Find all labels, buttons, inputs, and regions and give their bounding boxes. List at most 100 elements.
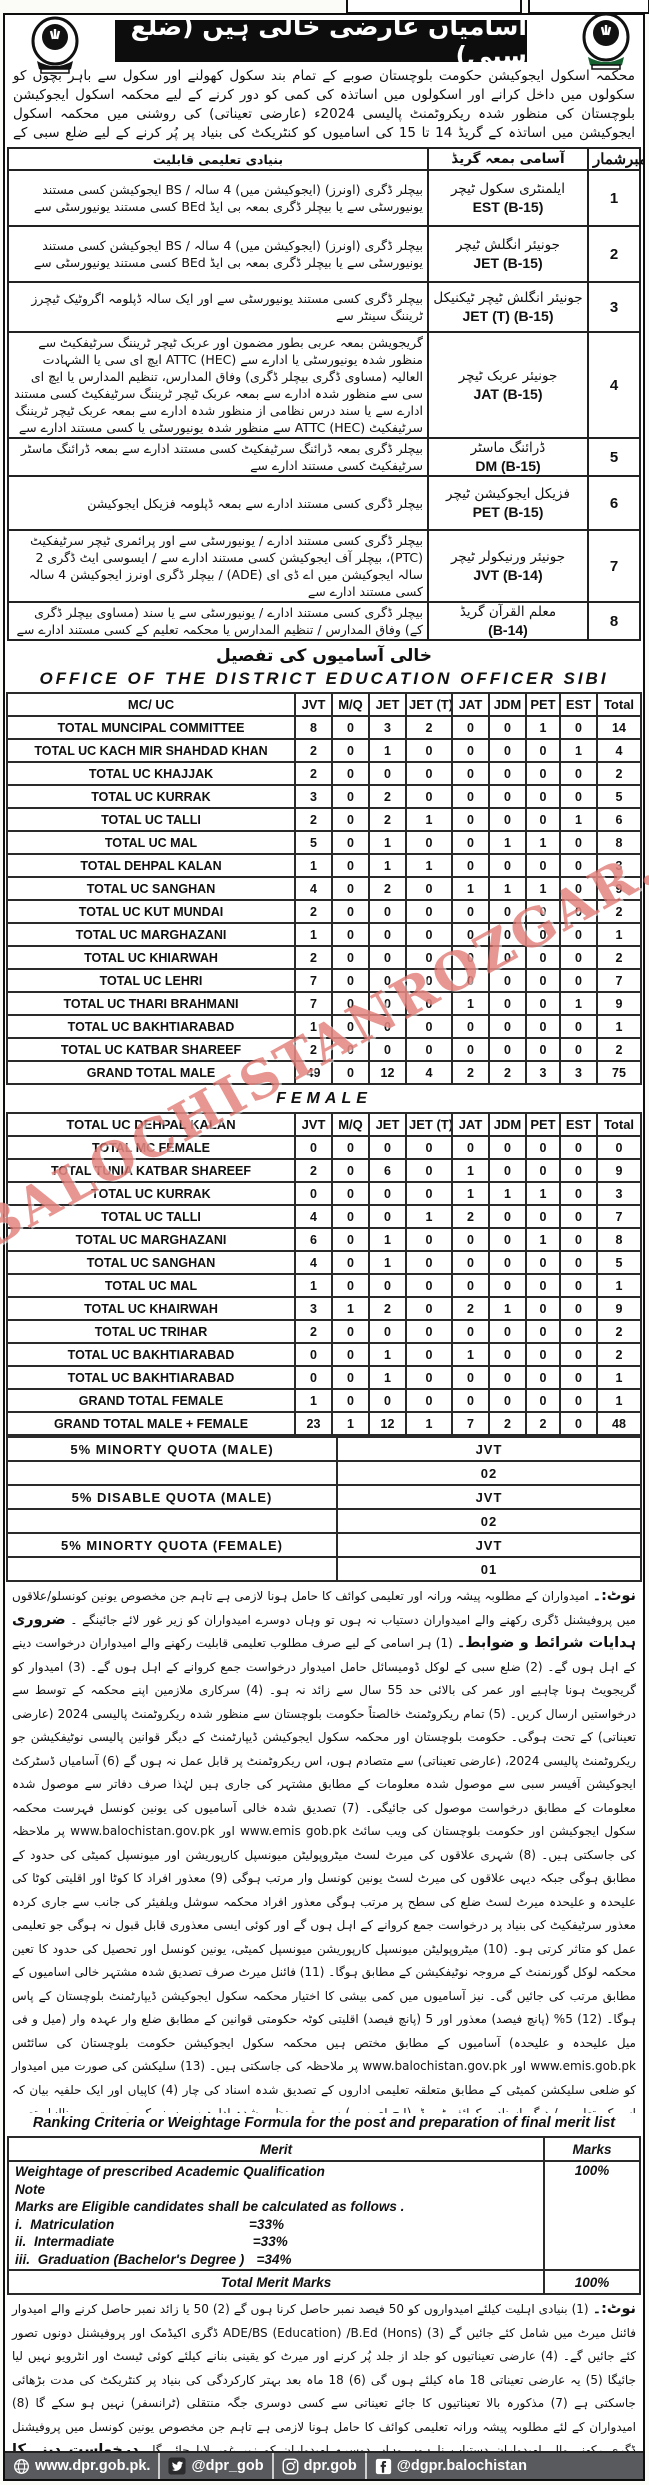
note-label: نوٹ:۔ xyxy=(592,2301,636,2317)
table-row: TOTAL MUNCIPAL COMMITTEE 8 0 3 2 0 0 1 0 14 xyxy=(6,715,642,740)
count-cell: 1 xyxy=(596,1273,642,1298)
count-cell: 2 xyxy=(294,945,333,970)
count-cell: 1 xyxy=(294,922,333,947)
count-cell: 0 xyxy=(525,1273,561,1298)
footer-website-text: www.dpr.gob.pk. xyxy=(35,2458,151,2474)
count-cell: 0 xyxy=(405,1319,453,1344)
count-cell: 0 xyxy=(368,968,407,993)
count-cell: 0 xyxy=(559,1319,598,1344)
row-label: TOTAL UC MARGHAZANI xyxy=(6,1227,296,1252)
row-label: TOTAL UC KHAIRWAH xyxy=(6,1296,296,1321)
position-name: جونیئر ورنیکولر ٹیچر xyxy=(450,549,566,565)
count-cell: 0 xyxy=(559,1365,598,1390)
count-cell: 0 xyxy=(405,1365,453,1390)
count-cell: 0 xyxy=(368,1204,407,1229)
position-name-cell: ڈرائنگ ماسٹر DM (B-15) xyxy=(427,437,589,477)
count-cell: 0 xyxy=(331,922,370,947)
count-cell: 1 xyxy=(405,853,453,878)
count-cell: 0 xyxy=(451,1273,490,1298)
count-cell: 0 xyxy=(331,1388,370,1413)
serial-number: 7 xyxy=(587,529,641,603)
count-cell: 0 xyxy=(331,1204,370,1229)
count-cell: 0 xyxy=(331,876,370,901)
footer-facebook[interactable]: @dgpr.balochistan xyxy=(364,2453,535,2479)
count-cell: 0 xyxy=(559,1227,598,1252)
count-cell: 7 xyxy=(596,968,642,993)
count-cell: 9 xyxy=(596,1296,642,1321)
count-cell: 0 xyxy=(525,1388,561,1413)
office-heading: OFFICE OF THE DISTRICT EDUCATION OFFICER… xyxy=(39,669,609,688)
column-header: JAT xyxy=(451,692,490,717)
count-cell: 0 xyxy=(368,1181,407,1206)
terms-heading: ضروری ہدایات شرائط و ضوابط۔ xyxy=(12,1611,636,1652)
ad-header: آسامیاں عارضی خالی ہیں (ضلع سبی) xyxy=(5,15,643,74)
quota-label: 5% MINORTY QUOTA (MALE) xyxy=(6,1436,338,1462)
quota-row: 5% MINORTY QUOTA (MALE) JVT xyxy=(6,1436,642,1462)
count-cell: 0 xyxy=(525,968,561,993)
count-cell: 1 xyxy=(596,1365,642,1390)
count-cell: 0 xyxy=(368,1273,407,1298)
footer-website[interactable]: www.dpr.gob.pk. xyxy=(5,2453,158,2479)
count-cell: 4 xyxy=(294,1250,333,1275)
count-cell: 0 xyxy=(331,830,370,855)
count-cell: 0 xyxy=(405,784,453,809)
count-cell: 0 xyxy=(559,853,598,878)
column-header: PET xyxy=(525,692,561,717)
count-cell: 1 xyxy=(451,1158,490,1183)
count-cell: 0 xyxy=(525,1365,561,1390)
footer-instagram[interactable]: dpr.gob xyxy=(271,2453,365,2479)
count-cell: 0 xyxy=(405,830,453,855)
table-row: GRAND TOTAL MALE 49 0 12 4 2 2 3 3 75 xyxy=(6,1060,642,1085)
count-cell: 1 xyxy=(294,853,333,878)
count-cell: 0 xyxy=(405,1342,453,1367)
footer-instagram-text: dpr.gob xyxy=(303,2458,357,2474)
merit-table: Merit Marks Weightage of prescribed Acad… xyxy=(7,2136,641,2295)
count-cell: 12 xyxy=(368,1411,407,1436)
position-row: 7 جونیئر ورنیکولر ٹیچر JVT (B-14) بیچلر ڈگر… xyxy=(7,529,641,603)
table-row: TOTAL UC BAKHTIARABAD 0 0 1 0 1 0 0 0 2 xyxy=(6,1342,642,1367)
count-cell: 1 xyxy=(405,807,453,832)
count-cell: 0 xyxy=(559,761,598,786)
row-label: TOTAL MUNCIPAL COMMITTEE xyxy=(6,715,296,740)
count-cell: 0 xyxy=(368,761,407,786)
note-text-a: امیدواران کے مطلوبہ پیشہ ورانہ اور تعلیم… xyxy=(12,1589,636,1627)
count-cell: 12 xyxy=(368,1060,407,1085)
position-name-cell: فزیکل ایجوکیشن ٹیچر PET (B-15) xyxy=(427,475,589,531)
count-cell: 0 xyxy=(559,830,598,855)
count-cell: 0 xyxy=(488,715,527,740)
count-cell: 1 xyxy=(488,876,527,901)
count-cell: 0 xyxy=(331,1342,370,1367)
count-cell: 3 xyxy=(525,1060,561,1085)
count-cell: 0 xyxy=(559,876,598,901)
count-cell: 0 xyxy=(331,715,370,740)
facebook-icon xyxy=(375,2458,392,2475)
count-cell: 0 xyxy=(368,1135,407,1160)
qualification-text: گریجویشن بمعہ عربی بطور مضمون اور عربک ٹ… xyxy=(7,331,429,439)
column-header: EST xyxy=(559,1112,598,1137)
position-grade-code: EST (B-15) xyxy=(472,199,544,215)
count-cell: 0 xyxy=(525,1319,561,1344)
table-row: TOTAL UC MAL 5 0 1 0 0 1 1 0 8 xyxy=(6,830,642,855)
count-cell: 1 xyxy=(559,991,598,1016)
count-cell: 0 xyxy=(405,1250,453,1275)
count-cell: 1 xyxy=(331,1411,370,1436)
count-cell: 0 xyxy=(488,1250,527,1275)
count-cell: 0 xyxy=(451,1014,490,1039)
count-cell: 0 xyxy=(488,1273,527,1298)
count-cell: 0 xyxy=(451,922,490,947)
count-cell: 0 xyxy=(488,1158,527,1183)
count-cell: 2 xyxy=(294,761,333,786)
position-grade-code: (B-14) xyxy=(488,622,528,638)
count-cell: 0 xyxy=(525,1204,561,1229)
grid-header-row: MC/ UC JVT M/Q JET JET (T) JAT JDM PET EST Total xyxy=(6,692,642,717)
count-cell: 0 xyxy=(331,1037,370,1062)
merit-body-cell: Weightage of prescribed Academic Qualifi… xyxy=(7,2160,545,2271)
table-row: TOTAL MC FEMALE 0 0 0 0 0 0 0 0 0 xyxy=(6,1135,642,1160)
row-label: TOTAL UC MAL xyxy=(6,1273,296,1298)
row-label: GRAND TOTAL MALE + FEMALE xyxy=(6,1411,296,1436)
quota-table: 5% MINORTY QUOTA (MALE) JVT 02 5% DISABLE Q… xyxy=(6,1436,642,1582)
footer-twitter[interactable]: @dpr_gob xyxy=(158,2453,271,2479)
merit-item: ii. Intermadiate =33% xyxy=(15,2233,537,2251)
count-cell: 2 xyxy=(596,945,642,970)
